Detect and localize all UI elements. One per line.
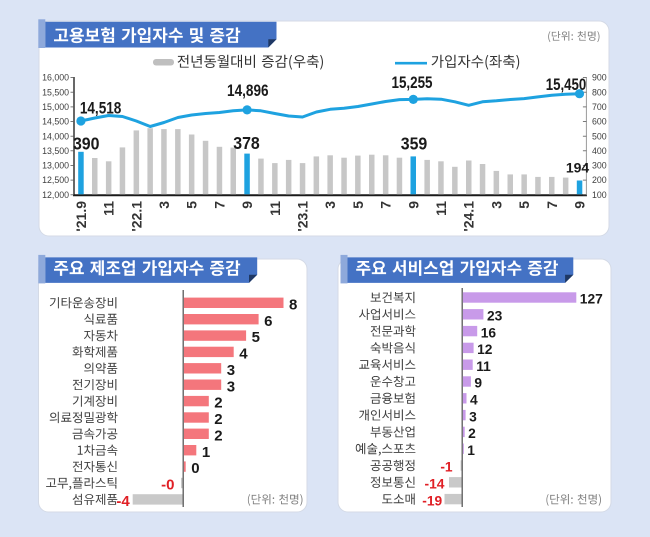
svg-text:3: 3 xyxy=(322,201,338,209)
svg-text:3: 3 xyxy=(156,201,172,209)
svg-text:13,000: 13,000 xyxy=(42,161,69,171)
svg-text:-19: -19 xyxy=(422,493,442,508)
svg-text:300: 300 xyxy=(592,161,607,171)
svg-text:200: 200 xyxy=(592,175,607,185)
svg-text:4: 4 xyxy=(239,346,248,363)
svg-text:100: 100 xyxy=(592,190,607,200)
svg-text:11: 11 xyxy=(267,201,283,216)
svg-text:11: 11 xyxy=(476,359,491,374)
svg-text:7: 7 xyxy=(378,201,394,209)
svg-text:9: 9 xyxy=(572,201,588,209)
svg-text:'21.9: '21.9 xyxy=(73,201,89,232)
svg-text:9: 9 xyxy=(239,201,255,209)
svg-text:359: 359 xyxy=(401,134,428,154)
svg-text:2: 2 xyxy=(214,427,222,444)
svg-text:14,500: 14,500 xyxy=(42,117,69,127)
svg-text:194: 194 xyxy=(566,160,590,176)
svg-text:14,896: 14,896 xyxy=(227,82,269,100)
svg-text:15,000: 15,000 xyxy=(42,102,69,112)
svg-text:3: 3 xyxy=(488,201,504,209)
svg-text:5: 5 xyxy=(350,201,366,209)
svg-text:6: 6 xyxy=(264,313,272,330)
svg-text:23: 23 xyxy=(487,309,503,324)
svg-text:1: 1 xyxy=(202,444,210,461)
svg-text:800: 800 xyxy=(592,87,607,97)
svg-text:16,000: 16,000 xyxy=(42,73,69,83)
svg-text:12: 12 xyxy=(477,342,493,357)
svg-text:14,518: 14,518 xyxy=(80,100,122,118)
svg-text:3: 3 xyxy=(227,362,235,379)
svg-text:13,500: 13,500 xyxy=(42,146,69,156)
svg-text:8: 8 xyxy=(289,296,297,313)
svg-text:2: 2 xyxy=(214,411,222,428)
svg-text:7: 7 xyxy=(211,201,227,209)
svg-text:'24.1: '24.1 xyxy=(461,201,477,232)
svg-text:'23.1: '23.1 xyxy=(295,201,311,232)
svg-text:127: 127 xyxy=(580,292,603,307)
svg-text:900: 900 xyxy=(592,73,607,83)
svg-text:11: 11 xyxy=(101,201,117,216)
svg-text:378: 378 xyxy=(233,133,260,153)
svg-text:4: 4 xyxy=(470,393,478,408)
svg-text:600: 600 xyxy=(592,117,607,127)
svg-text:'22.1: '22.1 xyxy=(128,201,144,232)
svg-text:15,500: 15,500 xyxy=(42,87,69,97)
svg-text:12,500: 12,500 xyxy=(42,175,69,185)
svg-text:-0: -0 xyxy=(161,477,174,494)
svg-text:5: 5 xyxy=(184,201,200,209)
svg-text:9: 9 xyxy=(405,201,421,209)
svg-text:16: 16 xyxy=(481,325,497,340)
svg-text:11: 11 xyxy=(433,201,449,216)
svg-text:7: 7 xyxy=(544,201,560,209)
svg-text:0: 0 xyxy=(191,460,199,477)
svg-text:-1: -1 xyxy=(440,460,453,475)
svg-text:9: 9 xyxy=(474,376,482,391)
svg-text:2: 2 xyxy=(468,426,476,441)
svg-text:5: 5 xyxy=(252,329,260,346)
svg-text:-14: -14 xyxy=(425,477,445,492)
svg-text:500: 500 xyxy=(592,131,607,141)
svg-text:5: 5 xyxy=(516,201,532,209)
svg-text:-4: -4 xyxy=(116,493,130,510)
svg-text:700: 700 xyxy=(592,102,607,112)
svg-text:14,000: 14,000 xyxy=(42,131,69,141)
svg-text:390: 390 xyxy=(73,133,100,153)
svg-text:12,000: 12,000 xyxy=(42,190,69,200)
svg-text:3: 3 xyxy=(227,378,235,395)
svg-text:15,450: 15,450 xyxy=(546,76,587,94)
svg-text:400: 400 xyxy=(592,146,607,156)
svg-text:15,255: 15,255 xyxy=(392,74,433,92)
svg-text:2: 2 xyxy=(214,395,222,412)
svg-text:3: 3 xyxy=(469,409,477,424)
svg-text:1: 1 xyxy=(467,443,475,458)
